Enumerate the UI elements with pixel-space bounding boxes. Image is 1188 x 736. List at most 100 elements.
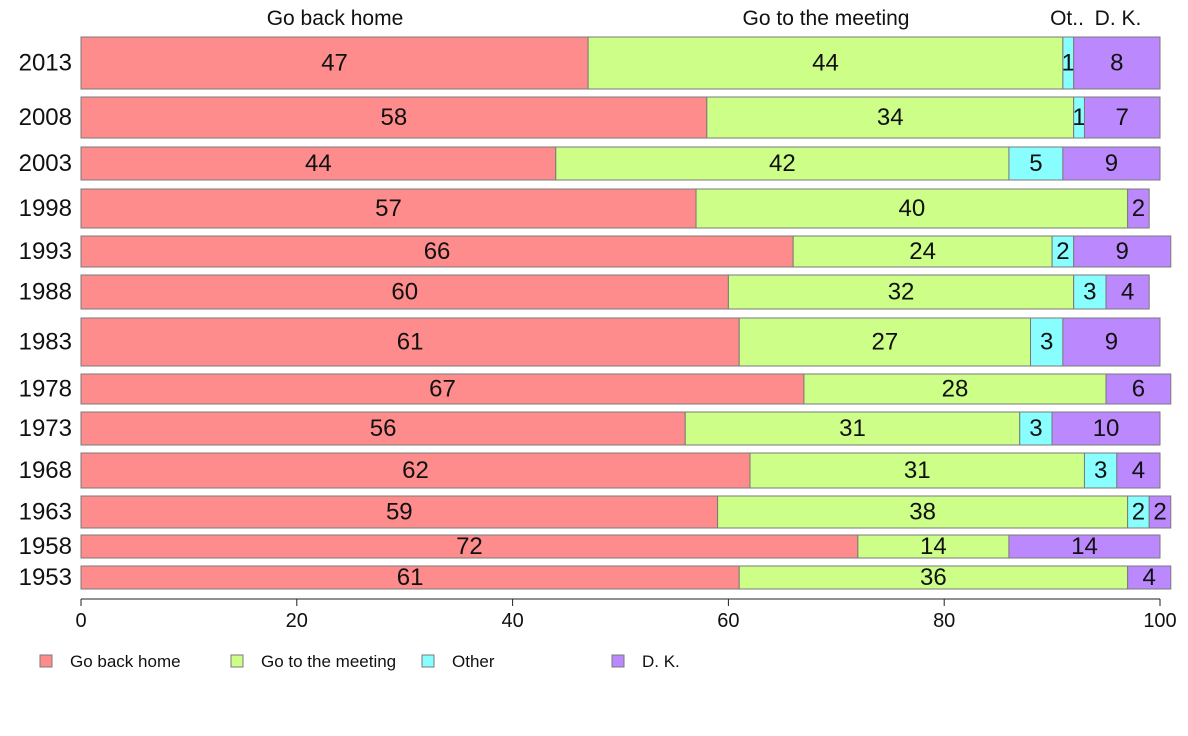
bar-segment: [1030, 317, 1064, 367]
bar-value-label: 32: [888, 279, 915, 306]
bar-value-label: 3: [1094, 457, 1107, 484]
year-label: 2003: [19, 150, 72, 177]
bar-segment: [1148, 495, 1172, 529]
bar-value-label: 8: [1110, 50, 1123, 77]
bar-value-label: 7: [1116, 104, 1129, 131]
bar-segment: [1105, 373, 1172, 405]
x-tick-label: 100: [1143, 610, 1176, 632]
bar-value-label: 36: [920, 564, 947, 591]
column-header-labels: Go back home Go to the meeting Ot.. D. K.: [267, 7, 1142, 30]
bar-segment: [727, 274, 1075, 310]
x-tick-label: 20: [286, 610, 308, 632]
bar-value-label: 2: [1132, 499, 1145, 526]
bar-value-label: 4: [1143, 564, 1156, 591]
bar-value-label: 14: [920, 533, 947, 560]
bar-segment: [1062, 146, 1161, 181]
bar-value-label: 31: [839, 415, 866, 442]
legend-label: Go to the meeting: [261, 652, 396, 671]
column-header-label: Ot..: [1050, 7, 1084, 30]
year-label: 1963: [19, 499, 72, 526]
bar-value-label: 3: [1029, 415, 1042, 442]
x-tick-label: 40: [501, 610, 523, 632]
year-label: 1998: [19, 195, 72, 222]
bar-segment: [80, 317, 740, 367]
column-header-label: Go to the meeting: [743, 7, 910, 30]
bar-value-label: 38: [909, 499, 936, 526]
year-label: 1973: [19, 415, 72, 442]
legend-label: Other: [452, 652, 495, 671]
bar-segment: [80, 495, 719, 529]
legend-label: D. K.: [642, 652, 680, 671]
bar-value-label: 62: [402, 457, 429, 484]
bar-value-label: 34: [877, 104, 904, 131]
bar-value-label: 72: [456, 533, 483, 560]
bar-value-label: 24: [909, 238, 936, 265]
bar-value-label: 61: [397, 329, 424, 356]
bar-segment: [587, 36, 1064, 90]
bar-value-label: 44: [812, 50, 839, 77]
bar-segment: [738, 317, 1032, 367]
bar-value-label: 40: [898, 195, 925, 222]
bar-value-label: 47: [321, 50, 348, 77]
bar-value-label: 2: [1056, 238, 1069, 265]
bar-segment: [1073, 235, 1172, 268]
bar-value-label: 9: [1116, 238, 1129, 265]
bar-segment: [792, 235, 1053, 268]
bar-value-label: 57: [375, 195, 402, 222]
bar-segment: [706, 96, 1075, 139]
bar-value-label: 59: [386, 499, 413, 526]
bar-segment: [80, 146, 557, 181]
bar-segment: [1073, 274, 1107, 310]
legend-swatch: [230, 654, 244, 668]
bar-value-label: 9: [1105, 150, 1118, 177]
legend-swatch: [611, 654, 625, 668]
bar-value-label: 66: [424, 238, 451, 265]
year-label: 2013: [19, 50, 72, 77]
bar-value-label: 61: [397, 564, 424, 591]
year-labels: 2013 2008 2003 1998 1993 1988 1983 1978 1973 1968…: [19, 50, 72, 592]
bar-segment: [80, 188, 697, 229]
bar-value-label: 27: [872, 329, 899, 356]
bar-segment: [80, 274, 729, 310]
year-label: 1983: [19, 329, 72, 356]
year-label: 1988: [19, 279, 72, 306]
bar-segment: [1008, 146, 1064, 181]
bar-value-label: 58: [381, 104, 408, 131]
bar-segment: [1127, 565, 1172, 590]
bar-value-label: 1: [1062, 50, 1075, 77]
bar-segment: [695, 188, 1129, 229]
bar-segment: [80, 373, 805, 405]
column-header-label: Go back home: [267, 7, 404, 30]
bar-value-label: 2: [1132, 195, 1145, 222]
bar-value-label: 5: [1029, 150, 1042, 177]
x-tick-label: 0: [75, 610, 86, 632]
bar-segment: [803, 373, 1107, 405]
legend: Go back home Go to the meeting Other D. K.: [39, 652, 680, 671]
bar-segment: [80, 235, 794, 268]
bar-value-label: 56: [370, 415, 397, 442]
bar-segment: [1019, 411, 1053, 446]
bar-value-label: 1: [1072, 104, 1085, 131]
year-label: 1978: [19, 376, 72, 403]
bar-value-label: 3: [1040, 329, 1053, 356]
year-label: 1953: [19, 564, 72, 591]
bar-segment: [1051, 411, 1161, 446]
bar-segment: [1083, 452, 1118, 489]
x-axis: 0 20 40 60 80 100: [75, 598, 1177, 632]
year-label: 1958: [19, 533, 72, 560]
bar-value-label: 28: [942, 376, 969, 403]
bar-value-label: 44: [305, 150, 332, 177]
bar-segment: [555, 146, 1010, 181]
bar-segment: [80, 36, 589, 90]
bar-value-label: 14: [1071, 533, 1098, 560]
bar-value-label: 67: [429, 376, 456, 403]
year-label: 1993: [19, 238, 72, 265]
year-label: 1968: [19, 457, 72, 484]
legend-swatch: [39, 654, 53, 668]
bar-value-label: 6: [1132, 376, 1145, 403]
bar-segment: [80, 411, 686, 446]
bar-segment: [1073, 36, 1161, 90]
bar-value-label: 60: [391, 279, 418, 306]
year-label: 2008: [19, 104, 72, 131]
